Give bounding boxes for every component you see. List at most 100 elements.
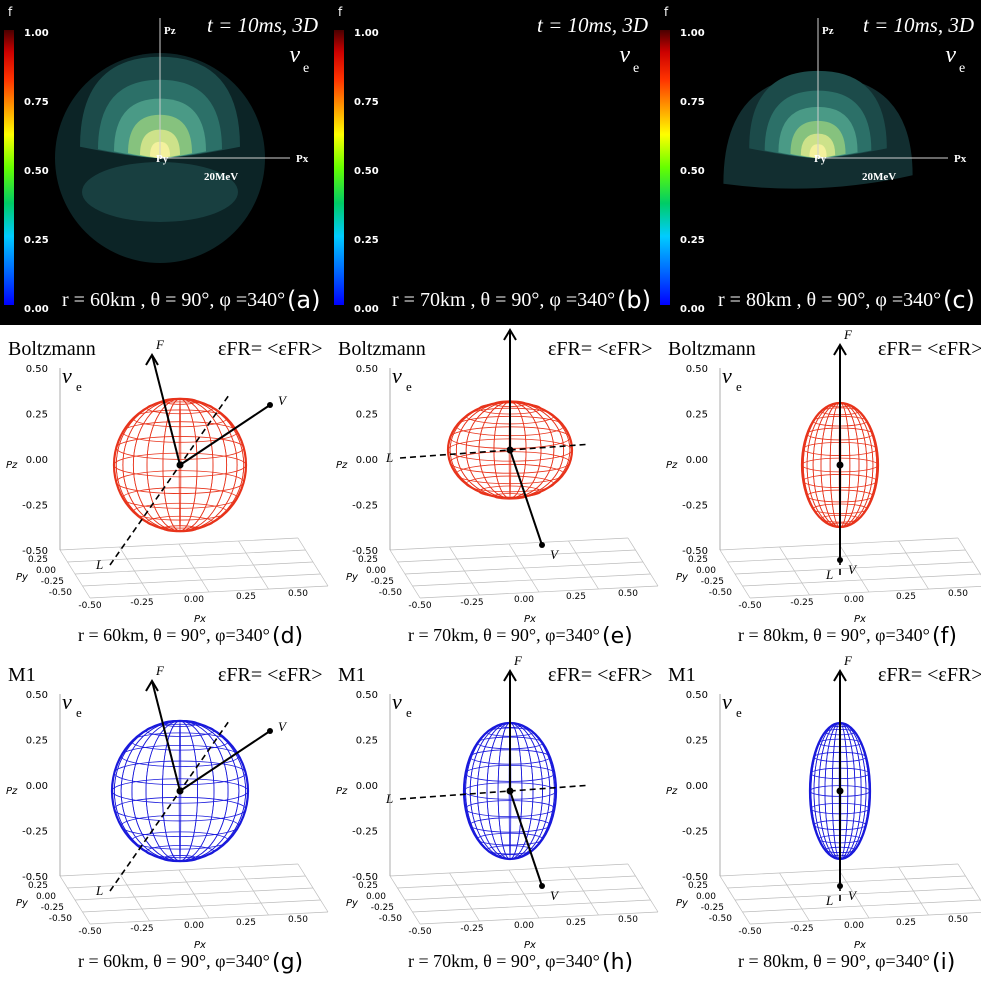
lower-caption: r = 70km, θ = 90°, φ=340° bbox=[408, 625, 600, 645]
flux-arrowhead bbox=[833, 669, 847, 682]
px-tick: 0.50 bbox=[948, 915, 968, 925]
px-tick: -0.50 bbox=[78, 927, 102, 937]
species-sub: e bbox=[633, 61, 639, 76]
py-tick: -0.50 bbox=[49, 914, 73, 924]
floor-grid-line bbox=[89, 911, 329, 925]
ellipsoid-wireframe bbox=[112, 397, 248, 533]
py-tick: 0.00 bbox=[366, 892, 386, 902]
floor-grid-line bbox=[898, 540, 929, 590]
px-tick: -0.50 bbox=[738, 927, 762, 937]
contour-lower bbox=[82, 162, 238, 222]
lower-caption: r = 80km, θ = 90°, φ=340° bbox=[738, 951, 930, 971]
floor-grid-line bbox=[419, 911, 659, 925]
colorbar-tick: 0.50 bbox=[354, 166, 379, 177]
pz-tick: 0.50 bbox=[26, 690, 48, 701]
species-label: ν bbox=[289, 42, 300, 68]
floor-grid-line bbox=[627, 537, 659, 587]
floor-grid-line bbox=[957, 537, 981, 576]
pz-tick: 0.50 bbox=[356, 364, 378, 375]
colorbar-tick: 0.75 bbox=[354, 97, 379, 108]
velocity-vector bbox=[509, 449, 543, 546]
top-caption: r = 70km , θ = 90°, φ =340° bbox=[392, 289, 615, 311]
colorbar-tick: 1.00 bbox=[354, 28, 379, 39]
py-tick: -0.50 bbox=[379, 914, 403, 924]
floor-grid-line bbox=[508, 869, 540, 919]
flux-label: F bbox=[513, 653, 523, 668]
py-tick: 0.25 bbox=[688, 555, 708, 565]
colorbar bbox=[334, 30, 344, 305]
colorbar-tick: 1.00 bbox=[680, 28, 705, 39]
time-label: t = 10ms, 3D bbox=[863, 13, 974, 37]
species-label: ν bbox=[619, 42, 630, 68]
floor-grid-line bbox=[178, 869, 210, 919]
pz-tick: 0.25 bbox=[26, 410, 48, 421]
species-label: ν bbox=[722, 363, 732, 388]
colorbar-tick: 0.75 bbox=[680, 97, 705, 108]
species-sub: e bbox=[76, 705, 82, 720]
px-tick: 0.00 bbox=[184, 921, 204, 931]
px-tick: 0.25 bbox=[236, 918, 256, 928]
py-axis-label: Py bbox=[676, 898, 689, 909]
flux-label: F bbox=[843, 653, 853, 668]
pz-tick: 0.50 bbox=[686, 364, 708, 375]
px-tick: 0.50 bbox=[948, 589, 968, 599]
flux-arrowhead bbox=[503, 669, 517, 682]
py-axis-label: Py bbox=[16, 898, 29, 909]
flux-arrowhead bbox=[145, 679, 159, 692]
px-tick: 0.00 bbox=[184, 595, 204, 605]
py-axis-label: Py bbox=[346, 572, 359, 583]
floor-grid-line bbox=[82, 899, 321, 913]
pz-tick: 0.25 bbox=[356, 736, 378, 747]
py-tick: 0.25 bbox=[358, 881, 378, 891]
l-label: L bbox=[825, 893, 833, 908]
px-tick: -0.25 bbox=[790, 924, 813, 934]
velocity-label: V bbox=[848, 562, 858, 577]
pz-tick: 0.25 bbox=[356, 410, 378, 421]
latitude-line bbox=[449, 451, 571, 474]
floor-grid-line bbox=[419, 585, 659, 599]
pz-tick: 0.25 bbox=[686, 410, 708, 421]
species-sub: e bbox=[406, 379, 412, 394]
px-axis-label: Px bbox=[194, 614, 206, 625]
energy-label: εFR= <εFR> bbox=[218, 664, 323, 686]
species-sub: e bbox=[736, 705, 742, 720]
pz-tick: -0.50 bbox=[682, 546, 708, 557]
velocity-label: V bbox=[550, 888, 560, 903]
velocity-label: V bbox=[278, 393, 288, 408]
energy-label: εFR= <εFR> bbox=[548, 664, 653, 686]
py-label: Py bbox=[156, 153, 169, 165]
py-tick: -0.25 bbox=[41, 903, 64, 913]
px-tick: 0.50 bbox=[288, 915, 308, 925]
velocity-label: V bbox=[278, 719, 288, 734]
species-sub: e bbox=[959, 61, 965, 76]
species-label: ν bbox=[945, 42, 956, 68]
l-label: L bbox=[385, 791, 393, 806]
floor-grid-line bbox=[82, 573, 321, 587]
longitude-line bbox=[113, 720, 247, 862]
velocity-label: V bbox=[848, 888, 858, 903]
py-tick: -0.25 bbox=[41, 577, 64, 587]
pz-tick: -0.25 bbox=[682, 501, 708, 512]
pz-tick: 0.50 bbox=[26, 364, 48, 375]
pz-axis-label: Pz bbox=[6, 786, 18, 797]
pz-tick: -0.25 bbox=[352, 827, 378, 838]
line-of-sight bbox=[109, 394, 230, 566]
colorbar bbox=[4, 30, 14, 305]
panel-letter: (i) bbox=[932, 950, 955, 975]
floor-grid-line bbox=[297, 863, 329, 913]
floor-grid-line bbox=[178, 543, 210, 593]
lower-caption: r = 70km, θ = 90°, φ=340° bbox=[408, 951, 600, 971]
top-panel-c: f 1.00 0.75 0.50 0.25 0.00 Pz Px Py 20MeV t = 10ms… bbox=[660, 5, 975, 315]
pz-tick: -0.25 bbox=[682, 827, 708, 838]
ellipsoid-panel-i: M1 εFR= <εFR>ν e0.500.250.00-0.25-0.50Pz0.… bbox=[666, 653, 981, 975]
species-sub: e bbox=[76, 379, 82, 394]
pz-label: Pz bbox=[822, 25, 834, 37]
l-label: L bbox=[825, 567, 833, 582]
lower-caption: r = 60km, θ = 90°, φ=340° bbox=[78, 625, 270, 645]
time-label: t = 10ms, 3D bbox=[207, 13, 318, 37]
py-label: Py bbox=[814, 153, 827, 165]
py-tick: 0.25 bbox=[358, 555, 378, 565]
panel-letter: (a) bbox=[287, 286, 320, 314]
pz-tick: 0.00 bbox=[26, 781, 48, 792]
px-tick: 0.50 bbox=[618, 915, 638, 925]
